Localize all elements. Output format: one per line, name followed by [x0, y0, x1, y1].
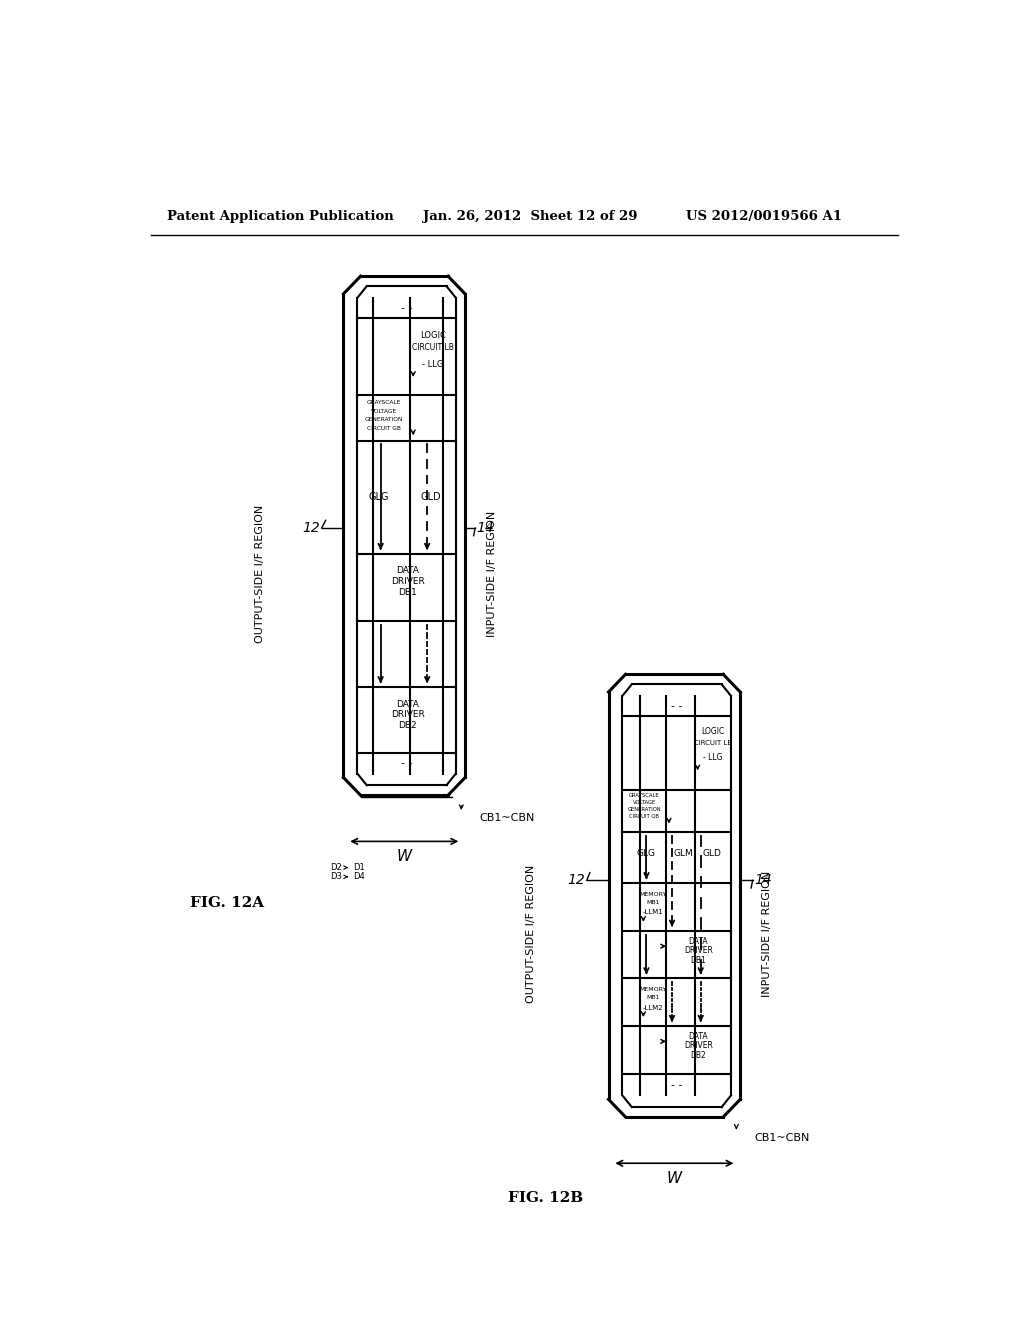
Text: DB2: DB2	[690, 1051, 707, 1060]
Text: GRAYSCALE: GRAYSCALE	[629, 793, 659, 799]
Text: D2: D2	[330, 863, 342, 873]
Text: DATA: DATA	[688, 937, 709, 946]
Text: 14: 14	[477, 521, 495, 535]
Text: 12: 12	[567, 874, 586, 887]
Text: DATA: DATA	[396, 566, 419, 576]
Text: VOLTAGE: VOLTAGE	[371, 409, 397, 413]
Text: DRIVER: DRIVER	[391, 577, 425, 586]
Text: GLM: GLM	[674, 849, 693, 858]
Text: GLG: GLG	[369, 492, 389, 503]
Text: -LLM2: -LLM2	[643, 1005, 664, 1011]
Text: FIG. 12A: FIG. 12A	[190, 896, 264, 909]
Text: VOLTAGE: VOLTAGE	[633, 800, 655, 805]
Text: GLD: GLD	[702, 849, 721, 858]
Text: MB1: MB1	[646, 995, 659, 1001]
Text: MEMORY: MEMORY	[639, 891, 667, 896]
Text: - -: - -	[400, 759, 413, 768]
Text: MEMORY: MEMORY	[639, 986, 667, 991]
Text: - -: - -	[400, 304, 413, 313]
Text: - LLG: - LLG	[703, 754, 723, 763]
Text: DRIVER: DRIVER	[684, 946, 713, 956]
Text: CIRCUIT LB: CIRCUIT LB	[412, 343, 454, 352]
Text: Jan. 26, 2012  Sheet 12 of 29: Jan. 26, 2012 Sheet 12 of 29	[423, 210, 637, 223]
Text: Patent Application Publication: Patent Application Publication	[167, 210, 393, 223]
Text: 14: 14	[755, 874, 772, 887]
Text: - LLG: - LLG	[422, 360, 443, 370]
Text: OUTPUT-SIDE I/F REGION: OUTPUT-SIDE I/F REGION	[255, 506, 265, 643]
Text: D3: D3	[330, 873, 342, 882]
Text: W: W	[667, 1171, 682, 1187]
Text: DATA: DATA	[688, 1032, 709, 1041]
Text: CB1~CBN: CB1~CBN	[755, 1133, 810, 1143]
Text: CIRCUIT GB: CIRCUIT GB	[367, 426, 400, 430]
Text: GLG: GLG	[637, 849, 656, 858]
Text: GRAYSCALE: GRAYSCALE	[367, 400, 401, 405]
Text: DATA: DATA	[396, 700, 419, 709]
Text: LOGIC: LOGIC	[701, 727, 724, 737]
Text: OUTPUT-SIDE I/F REGION: OUTPUT-SIDE I/F REGION	[526, 865, 536, 1003]
Text: US 2012/0019566 A1: US 2012/0019566 A1	[686, 210, 842, 223]
Text: D1: D1	[352, 863, 365, 873]
Text: D4: D4	[352, 873, 365, 882]
Text: INPUT-SIDE I/F REGION: INPUT-SIDE I/F REGION	[763, 871, 772, 998]
Text: DB1: DB1	[690, 956, 707, 965]
Text: GENERATION: GENERATION	[365, 417, 402, 422]
Text: GENERATION: GENERATION	[628, 807, 660, 812]
Text: CB1~CBN: CB1~CBN	[479, 813, 535, 824]
Text: LOGIC: LOGIC	[420, 331, 445, 339]
Text: CIRCUIT LB: CIRCUIT LB	[693, 739, 732, 746]
Text: W: W	[396, 849, 412, 865]
Text: DRIVER: DRIVER	[391, 710, 425, 719]
Text: DB2: DB2	[398, 721, 417, 730]
Text: DRIVER: DRIVER	[684, 1041, 713, 1051]
Text: - -: - -	[671, 701, 682, 711]
Text: DB1: DB1	[398, 587, 417, 597]
Text: MB1: MB1	[646, 900, 659, 906]
Text: FIG. 12B: FIG. 12B	[508, 1191, 583, 1205]
Text: -LLM1: -LLM1	[643, 909, 664, 916]
Text: CIRCUIT QB: CIRCUIT QB	[629, 814, 659, 818]
Text: 12: 12	[302, 521, 321, 535]
Text: GLD: GLD	[421, 492, 441, 503]
Text: INPUT-SIDE I/F REGION: INPUT-SIDE I/F REGION	[487, 511, 498, 638]
Text: - -: - -	[671, 1080, 682, 1089]
